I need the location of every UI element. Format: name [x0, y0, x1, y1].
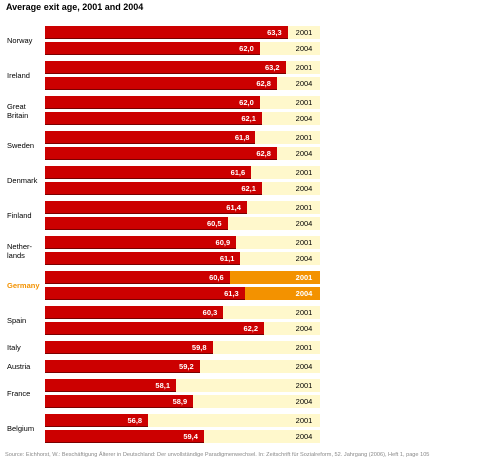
bar	[45, 379, 177, 392]
value-label: 63,3	[267, 28, 282, 37]
category-label: Nether- lands	[7, 241, 33, 260]
bar	[45, 287, 245, 300]
bar	[45, 322, 265, 335]
value-label: 59,8	[191, 343, 207, 352]
series-label: 2001	[295, 381, 313, 390]
series-label: 2001	[295, 28, 313, 37]
value-label: 60,6	[209, 273, 224, 282]
bar	[45, 201, 247, 214]
value-label: 60,3	[202, 308, 218, 317]
series-label: 2001	[295, 168, 313, 177]
series-label: 2004	[295, 219, 313, 228]
category-label: Great Britain	[7, 101, 29, 120]
bar	[45, 414, 149, 427]
series-label: 2001	[295, 343, 313, 352]
series-label: 2001	[295, 98, 313, 107]
series-label: 2001	[295, 133, 313, 142]
series-label: 2004	[295, 184, 313, 193]
value-label: 59,4	[183, 432, 198, 441]
bar	[45, 182, 262, 195]
series-label: 2004	[295, 149, 313, 158]
value-label: 61,1	[219, 254, 235, 263]
series-label: 2001	[295, 416, 313, 425]
category-label: Sweden	[7, 140, 35, 150]
series-label: 2004	[295, 432, 313, 441]
category-label: Ireland	[7, 70, 30, 80]
highlight-band	[244, 287, 320, 300]
bar	[45, 395, 194, 408]
value-label: 62,1	[241, 184, 256, 193]
value-label: 61,3	[224, 289, 239, 298]
value-label: 58,1	[155, 381, 171, 390]
value-label: 61,4	[226, 203, 241, 212]
series-label: 2001	[295, 238, 313, 247]
category-label: Finland	[7, 210, 32, 220]
bar	[45, 271, 230, 284]
value-label: 62,1	[241, 114, 256, 123]
series-label: 2004	[295, 114, 313, 123]
value-label: 62,0	[239, 44, 254, 53]
bar	[45, 112, 262, 125]
category-label: Italy	[7, 342, 21, 352]
value-label: 63,2	[264, 63, 280, 72]
category-label: Germany	[7, 280, 40, 290]
value-label: 61,6	[230, 168, 246, 177]
value-label: 62,8	[256, 79, 271, 88]
value-label: 58,9	[172, 397, 188, 406]
series-label: 2004	[295, 397, 313, 406]
series-label: 2001	[295, 63, 313, 72]
series-label: 2001	[295, 273, 313, 282]
bar	[45, 252, 241, 265]
series-label: 2004	[295, 324, 313, 333]
value-label: 56,8	[127, 416, 143, 425]
bar	[45, 430, 204, 443]
source-note: Source: Eichhorst, W.: Beschäftigung Ält…	[5, 452, 430, 458]
value-label: 62,2	[243, 324, 259, 333]
bar	[45, 77, 277, 90]
highlight-band	[229, 271, 320, 284]
bar	[45, 166, 252, 179]
chart-title: Average exit age, 2001 and 2004	[6, 2, 144, 12]
series-label: 2004	[295, 362, 313, 371]
series-label: 2001	[295, 203, 313, 212]
bar	[45, 341, 213, 354]
bar	[45, 26, 288, 39]
bar	[45, 306, 224, 319]
value-label: 60,5	[206, 219, 222, 228]
value-label: 62,0	[239, 98, 254, 107]
series-label: 2004	[295, 289, 313, 298]
value-label: 62,8	[256, 149, 271, 158]
value-label: 59,2	[179, 362, 194, 371]
series-label: 2004	[295, 44, 313, 53]
bar	[45, 147, 277, 160]
series-label: 2004	[295, 254, 313, 263]
bar	[45, 96, 260, 109]
value-label: 60,9	[215, 238, 231, 247]
bar	[45, 360, 200, 373]
category-label: Denmark	[7, 175, 38, 185]
category-label: Spain	[7, 315, 27, 325]
bar	[45, 42, 260, 55]
category-label: France	[7, 388, 31, 398]
bar	[45, 236, 237, 249]
category-label: Belgium	[7, 423, 35, 433]
series-label: 2001	[295, 308, 313, 317]
bar	[45, 61, 286, 74]
value-label: 61,8	[234, 133, 250, 142]
category-label: Norway	[7, 35, 33, 45]
category-label: Austria	[7, 361, 31, 371]
bar	[45, 217, 228, 230]
series-label: 2004	[295, 79, 313, 88]
bar	[45, 131, 256, 144]
